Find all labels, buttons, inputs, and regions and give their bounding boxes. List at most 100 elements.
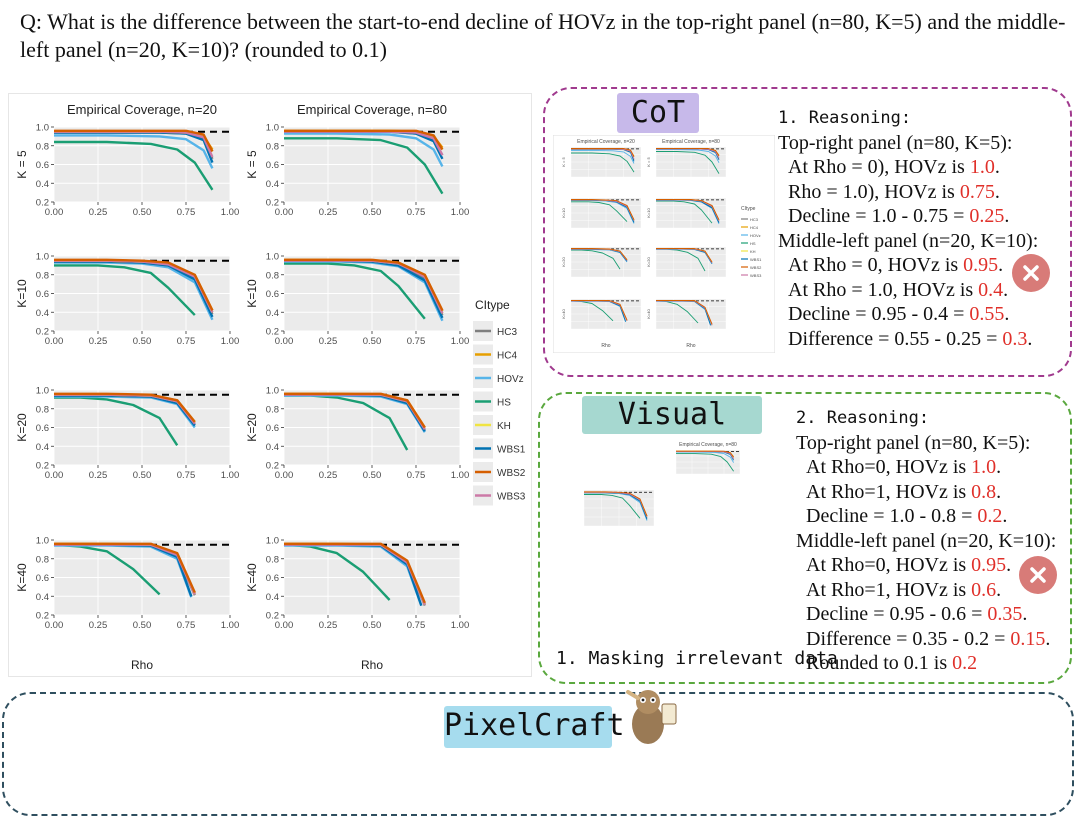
thumbnail-legend-label: HC3 — [750, 217, 759, 222]
y-tick-label: 0.8 — [36, 141, 49, 152]
y-tick-label: 0.4 — [36, 179, 49, 190]
y-tick-label: 0.4 — [266, 308, 279, 319]
y-tick-label: 0.2 — [36, 461, 49, 472]
cot-wrong-icon — [1012, 254, 1050, 292]
series-line-wbs2 — [571, 300, 628, 321]
y-tick-label: 0.2 — [36, 611, 49, 622]
thumbnail-row-label: K=10 — [561, 207, 566, 217]
x-tick-label: 0.50 — [133, 207, 152, 218]
row-label: K=40 — [245, 563, 259, 592]
series-line-wbs2 — [656, 199, 720, 220]
visual-cot-reasoning-text: At Rho=0, HOVz is — [806, 554, 972, 576]
x-tick-label: 0.25 — [89, 620, 108, 631]
y-tick-label: 0.4 — [36, 442, 49, 453]
cot-reasoning-text: At Rho = 1.0, HOVz is — [788, 278, 979, 301]
x-tick-label: 1.00 — [451, 470, 470, 481]
visual-cot-reasoning-text: At Rho=1, HOVz is — [806, 578, 972, 601]
faceted-coverage-chart: Empirical Coverage, n=20 Empirical Covera… — [8, 93, 532, 677]
x-tick-label: 0.50 — [363, 336, 382, 347]
x-tick-label: 0.75 — [177, 620, 196, 631]
series-line-wbs2 — [54, 258, 214, 311]
y-tick-label: 0.4 — [36, 592, 49, 603]
y-tick-label: 0.6 — [36, 423, 49, 434]
series-line-hs — [54, 140, 214, 191]
y-tick-label: 1.0 — [36, 536, 49, 547]
visual-cot-reasoning-text: Top-right panel (n=80, K=5): — [796, 431, 1031, 454]
cot-reasoning-text: Decline = 1.0 - 0.75 = — [788, 205, 970, 227]
row-label: K=20 — [245, 413, 259, 442]
cot-reasoning-text: . — [1004, 205, 1010, 227]
cot-reasoning-text: . — [1003, 278, 1009, 301]
y-tick-label: 0.8 — [266, 141, 279, 152]
y-tick-label: 1.0 — [266, 123, 279, 134]
cot-reasoning-text: . — [1004, 303, 1010, 325]
y-tick-label: 0.8 — [266, 270, 279, 281]
y-tick-label: 0.4 — [266, 442, 279, 453]
visual-cot-box — [538, 392, 1072, 684]
cot-reasoning-value: 0.75 — [959, 180, 995, 203]
x-tick-label: 0.75 — [177, 470, 196, 481]
x-tick-label: 0.00 — [45, 470, 64, 481]
visual-cot-reasoning-text: . — [996, 578, 1002, 601]
x-tick-label: 0.25 — [319, 620, 338, 631]
visual-cot-reasoning-line: Rounded to 0.1 is 0.2 — [796, 651, 1056, 676]
x-tick-label: 0.25 — [319, 470, 338, 481]
x-tick-label: 1.00 — [221, 620, 240, 631]
x-tick-label: 0.50 — [363, 470, 382, 481]
cot-reasoning-line: Decline = 0.95 - 0.4 = 0.55. — [778, 302, 1038, 327]
thumbnail-legend-label: HOVz — [750, 233, 761, 238]
visual-cot-reasoning-line: At Rho=0, HOVz is 0.95. — [796, 553, 1056, 578]
thumbnail-row-label: K=40 — [646, 308, 651, 318]
x-tick-label: 1.00 — [451, 620, 470, 631]
visual-cot-reasoning-value: 0.6 — [971, 578, 997, 601]
thumbnail-row-label: K=20 — [646, 256, 651, 266]
visual-cot-reasoning-text: Rounded to 0.1 is — [806, 652, 953, 674]
series-line-hs — [656, 200, 713, 224]
x-tick-label: 0.25 — [319, 207, 338, 218]
visual-cot-reasoning-value: 0.8 — [971, 480, 997, 503]
x-tick-label: 0.00 — [275, 336, 294, 347]
visual-cot-reasoning-text: . — [1022, 603, 1028, 625]
cot-reasoning-text: Decline = 0.95 - 0.4 = — [788, 303, 970, 325]
thumbnail-legend-label: HC4 — [750, 225, 759, 230]
cot-reasoning-line: Rho = 1.0), HOVz is 0.75. — [778, 180, 1038, 205]
thumbnail-panel-title: Empirical Coverage, n=80 — [662, 139, 720, 145]
x-axis-label: Rho — [131, 658, 153, 672]
series-line-hs — [571, 201, 628, 222]
cot-box — [543, 87, 1072, 377]
visual-cot-reasoning-value: 0.35 — [987, 603, 1023, 625]
series-line-wbs2 — [676, 450, 734, 458]
y-tick-label: 0.2 — [266, 461, 279, 472]
series-line-hs — [571, 152, 635, 173]
y-tick-label: 0.8 — [36, 404, 49, 415]
x-tick-label: 0.75 — [177, 336, 196, 347]
x-tick-label: 0.25 — [89, 470, 108, 481]
series-line-wbs2 — [656, 300, 713, 325]
cot-reasoning-text: At Rho = 0), HOVz is — [788, 156, 970, 178]
pixelcraft-label: PixelCraft — [444, 706, 625, 748]
series-line-wbs2 — [284, 392, 426, 429]
series-line-hs — [284, 262, 426, 320]
series-line-wbs2 — [54, 129, 214, 152]
visual-cot-reasoning-text: . — [1002, 505, 1008, 527]
thumbnail-row-label: K=40 — [561, 308, 566, 318]
row-label: K = 5 — [245, 150, 259, 179]
visual-cot-reasoning-line: At Rho=1, HOVz is 0.8. — [796, 480, 1056, 505]
series-line-wbs2 — [656, 148, 720, 157]
visual-cot-reasoning-line: At Rho=0, HOVz is 1.0. — [796, 455, 1056, 480]
y-tick-label: 0.2 — [266, 327, 279, 338]
panel-title: Empirical Coverage, n=80 — [297, 102, 447, 117]
thumbnail-row-label: K = 5 — [561, 157, 566, 167]
cot-reasoning-text: Middle-left panel (n=20, K=10): — [778, 229, 1039, 252]
question-text: Q: What is the difference between the st… — [20, 9, 1066, 62]
series-line-hovz — [656, 149, 720, 164]
cot-reasoning-value: 0.95 — [963, 254, 999, 276]
x-tick-label: 0.25 — [89, 336, 108, 347]
visual-cot-reasoning-text: Decline = 0.95 - 0.6 = — [806, 603, 988, 625]
cot-reasoning-line: Decline = 1.0 - 0.75 = 0.25. — [778, 204, 1038, 229]
y-tick-label: 1.0 — [266, 536, 279, 547]
thumbnail-legend-label: WBS2 — [750, 265, 762, 270]
x-axis-label: Rho — [361, 658, 383, 672]
y-tick-label: 0.2 — [266, 611, 279, 622]
cot-reasoning-line: Middle-left panel (n=20, K=10): — [778, 229, 1038, 254]
